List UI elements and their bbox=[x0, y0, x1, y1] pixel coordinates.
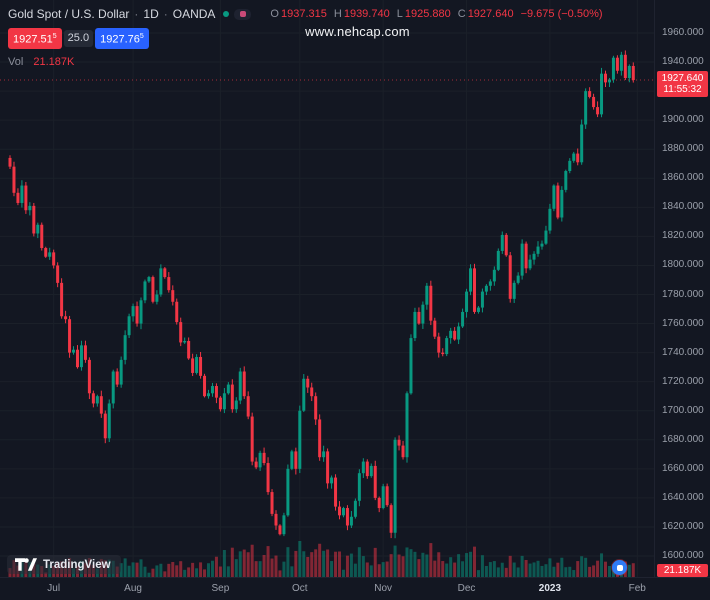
price-tick-label: 1820.000 bbox=[662, 230, 704, 242]
low-label: L bbox=[396, 8, 403, 20]
change-value: −9.675 (−0.50%) bbox=[520, 8, 603, 20]
price-chart-canvas[interactable] bbox=[0, 0, 655, 578]
price-tick-label: 1660.000 bbox=[662, 462, 704, 474]
price-tick-label: 1740.000 bbox=[662, 346, 704, 358]
time-tick-label[interactable]: Sep bbox=[211, 583, 230, 594]
open-label: O bbox=[270, 8, 279, 20]
ohlc-values: O 1937.315 H 1939.740 L 1925.880 C 1927.640 … bbox=[263, 8, 602, 20]
price-tick-label: 1880.000 bbox=[662, 143, 704, 155]
price-tick-label: 1680.000 bbox=[662, 433, 704, 445]
price-tick-label: 1600.000 bbox=[662, 550, 704, 561]
buy-sell-row: 1927.515 25.0 1927.765 bbox=[8, 28, 603, 49]
exchange-label[interactable]: OANDA bbox=[172, 7, 216, 21]
last-price-value: 1927.640 bbox=[661, 73, 704, 84]
close-label: C bbox=[457, 8, 466, 20]
low-value: 1925.880 bbox=[404, 8, 451, 20]
price-tick-label: 1720.000 bbox=[662, 375, 704, 387]
high-label: H bbox=[333, 8, 342, 20]
price-tick-label: 1760.000 bbox=[662, 317, 704, 329]
separator: · bbox=[134, 7, 139, 21]
time-tick-label[interactable]: 2023 bbox=[538, 583, 562, 594]
time-axis[interactable]: Jul Aug Sep Oct Nov Dec 2023 Feb bbox=[0, 577, 710, 600]
blue-icon-glyph bbox=[616, 564, 623, 571]
open-value: 1937.315 bbox=[280, 8, 327, 20]
time-tick-label[interactable]: Feb bbox=[628, 583, 646, 594]
sell-price-button[interactable]: 1927.515 bbox=[8, 28, 62, 49]
price-tick-label: 1860.000 bbox=[662, 172, 704, 184]
price-tick-label: 1780.000 bbox=[662, 288, 704, 300]
volume-indicator-label[interactable]: Vol bbox=[8, 55, 24, 68]
time-tick-label[interactable]: Jul bbox=[47, 583, 61, 594]
blue-circle-icon bbox=[612, 560, 627, 575]
interval-label[interactable]: 1D bbox=[143, 7, 159, 21]
chart-legend: Gold Spot / U.S. Dollar · 1D · OANDA O 19… bbox=[8, 6, 603, 68]
price-tick-label: 1900.000 bbox=[662, 114, 704, 126]
market-status-dot[interactable] bbox=[223, 11, 230, 17]
volume-indicator-value: 21.187K bbox=[33, 55, 75, 68]
last-price-badge: 1927.640 11:55:32 bbox=[657, 71, 708, 97]
volume-indicator-row: Vol 21.187K bbox=[8, 56, 603, 68]
price-tick-label: 1800.000 bbox=[662, 259, 704, 271]
close-value: 1927.640 bbox=[467, 8, 514, 20]
tradingview-icon bbox=[15, 558, 37, 571]
time-tick-label[interactable]: Aug bbox=[124, 583, 142, 594]
price-tick-label: 1700.000 bbox=[662, 404, 704, 416]
time-tick-label[interactable]: Oct bbox=[292, 583, 308, 594]
legend-title-row: Gold Spot / U.S. Dollar · 1D · OANDA O 19… bbox=[8, 6, 603, 22]
bar-countdown: 11:55:32 bbox=[663, 84, 702, 95]
tradingview-logo[interactable]: TradingView bbox=[7, 555, 121, 574]
price-tick-label: 1620.000 bbox=[662, 520, 704, 532]
symbol-title[interactable]: Gold Spot / U.S. Dollar bbox=[8, 7, 130, 21]
watermark: www.nehcap.com bbox=[305, 24, 410, 39]
tradingview-wordmark: TradingView bbox=[43, 558, 111, 571]
price-tick-label: 1960.000 bbox=[662, 27, 704, 38]
price-tick-label: 1940.000 bbox=[662, 56, 704, 68]
spread-value: 25.0 bbox=[63, 29, 94, 47]
high-value: 1939.740 bbox=[343, 8, 390, 20]
buy-price-button[interactable]: 1927.765 bbox=[95, 28, 149, 49]
volume-badge: 21.187K bbox=[657, 564, 708, 577]
price-tick-label: 1840.000 bbox=[662, 201, 704, 213]
price-tick-label: 1640.000 bbox=[662, 491, 704, 503]
legend-more-icon[interactable] bbox=[234, 8, 252, 20]
price-axis[interactable]: 1927.640 11:55:32 21.187K 1960.000 1940.0… bbox=[654, 0, 710, 578]
time-tick-label[interactable]: Nov bbox=[374, 583, 393, 594]
separator: · bbox=[163, 7, 168, 21]
time-tick-label[interactable]: Dec bbox=[457, 583, 476, 594]
